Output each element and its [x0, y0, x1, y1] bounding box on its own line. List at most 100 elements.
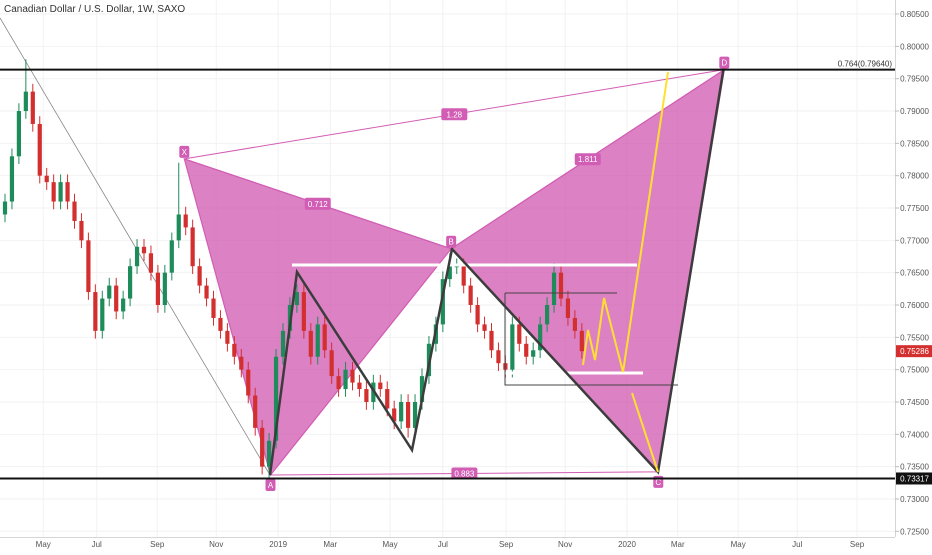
x-tick-label: Sep	[850, 540, 865, 549]
candle-body	[301, 292, 306, 331]
candle-body	[378, 382, 383, 390]
candle-body	[239, 356, 244, 370]
ratio-label: 0.883	[454, 469, 475, 478]
point-label: B	[449, 238, 454, 247]
candle-body	[246, 369, 251, 396]
y-tick-label: 0.79500	[900, 75, 929, 84]
candle-body	[155, 272, 161, 306]
candle-body	[218, 317, 223, 331]
x-tick-label: Jul	[792, 540, 802, 549]
y-tick-label: 0.74000	[900, 430, 929, 439]
candle-body	[329, 350, 334, 377]
candle-body	[558, 272, 564, 299]
x-tick-label: Nov	[558, 540, 572, 549]
y-tick-label: 0.72500	[900, 527, 929, 536]
candle-body	[30, 91, 35, 124]
last-price-tag	[896, 345, 932, 358]
y-tick-label: 0.76500	[900, 269, 929, 278]
y-tick-label: 0.78000	[900, 172, 929, 181]
candle-body	[9, 156, 15, 202]
y-tick-label: 0.75000	[900, 366, 929, 375]
chart-title: Canadian Dollar / U.S. Dollar, 1W, SAXO	[4, 4, 185, 15]
candle-body	[364, 389, 369, 402]
candle-body	[343, 369, 348, 390]
x-tick-label: Sep	[499, 540, 514, 549]
point-label-box	[719, 56, 730, 69]
candle-body	[44, 175, 49, 183]
candle-body	[162, 272, 167, 306]
ratio-label-box	[304, 197, 331, 210]
candle-body	[148, 253, 154, 273]
candle-body	[266, 440, 272, 467]
ratio-label-box	[441, 108, 468, 121]
candle-body	[134, 246, 140, 267]
axes: 0.72500 0.73000 0.73500 0.74000 0.74500 0.750…	[0, 10, 932, 549]
candle-body	[260, 427, 265, 467]
point-label: C	[655, 478, 661, 487]
y-tick-label: 0.74500	[900, 398, 929, 407]
x-tick-label: May	[36, 540, 51, 549]
x-tick-label: May	[382, 540, 397, 549]
candle-body	[336, 376, 341, 390]
projection-path	[631, 392, 659, 473]
candle-body	[197, 266, 202, 286]
level-tag	[896, 472, 932, 485]
x-tick-label: Nov	[209, 540, 223, 549]
candle-body	[253, 395, 258, 428]
candle-body	[454, 266, 459, 268]
candle-body	[107, 285, 112, 299]
candle-body	[176, 214, 181, 241]
candle-body	[510, 324, 515, 370]
x-tick-label: Mar	[671, 540, 685, 549]
range-box	[504, 293, 678, 386]
last-price-label: 0.75286	[900, 347, 929, 356]
candle-body	[211, 298, 216, 318]
candle-body	[51, 182, 56, 202]
candle-body	[322, 324, 327, 351]
point-label: D	[721, 59, 727, 68]
candle-body	[114, 285, 119, 312]
candle-body	[294, 292, 299, 306]
candle-body	[72, 201, 77, 221]
candle-body	[190, 227, 195, 267]
candle-body	[128, 266, 133, 299]
x-tick-label: Sep	[150, 540, 165, 549]
candle-body	[273, 356, 279, 441]
candle-body	[183, 214, 188, 228]
ratio-label: 1.811	[578, 155, 598, 164]
zigzag-line	[268, 65, 726, 476]
point-label: A	[268, 481, 274, 490]
candle-body	[496, 350, 501, 364]
candle-body	[141, 246, 147, 254]
projection-path	[582, 71, 669, 373]
candle-body	[544, 305, 550, 325]
candle-body	[447, 266, 452, 280]
candle-body	[232, 343, 237, 357]
candle-body	[412, 401, 418, 428]
y-tick-label: 0.75500	[900, 333, 929, 342]
x-tick-label: Jul	[438, 540, 448, 549]
x-tick-label: Jul	[92, 540, 102, 549]
y-tick-label: 0.73500	[900, 463, 929, 472]
candle-body	[79, 220, 84, 241]
candle-body	[524, 343, 529, 357]
drawings-over: 0.712 1.28 1.811 0.883 X A B C D	[179, 56, 730, 492]
y-tick-label: 0.73000	[900, 495, 929, 504]
trend-line	[0, 17, 271, 476]
level-label: 0.764(0.79640)	[838, 60, 893, 69]
candle-body	[315, 324, 320, 357]
candle-body	[204, 285, 209, 299]
ratio-label: 0.712	[308, 200, 329, 209]
candle-body	[475, 305, 480, 325]
candle-body	[385, 389, 390, 409]
candle-body	[357, 382, 362, 390]
candle-body	[517, 324, 522, 344]
candle-body	[121, 298, 126, 312]
candle-body	[308, 330, 313, 357]
y-tick-label: 0.76000	[900, 301, 929, 310]
candle-body	[489, 330, 494, 351]
candle-body	[461, 266, 466, 286]
